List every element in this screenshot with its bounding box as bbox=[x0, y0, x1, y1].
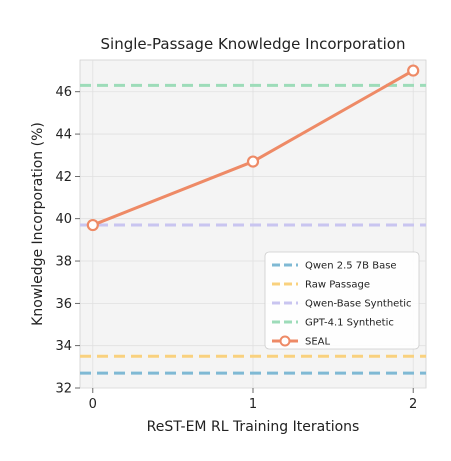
y-tick-label: 38 bbox=[55, 255, 72, 270]
data-point bbox=[407, 64, 420, 77]
y-tick-label: 40 bbox=[55, 212, 72, 227]
y-tick-label: 36 bbox=[55, 297, 72, 312]
chart-title: Single-Passage Knowledge Incorporation bbox=[101, 35, 406, 53]
y-tick-label: 46 bbox=[55, 85, 72, 100]
x-tick-label: 1 bbox=[249, 397, 257, 412]
data-point bbox=[246, 155, 260, 168]
x-tick-label: 0 bbox=[89, 397, 97, 412]
legend-label: Raw Passage bbox=[305, 280, 370, 291]
legend-label: GPT-4.1 Synthetic bbox=[305, 318, 394, 329]
legend-label: SEAL bbox=[305, 337, 331, 348]
legend: Qwen 2.5 7B Base Raw Passage Qwen-Base Syn… bbox=[264, 251, 420, 350]
x-tick-label: 2 bbox=[409, 397, 417, 412]
y-tick-label: 34 bbox=[55, 339, 72, 354]
baselines bbox=[80, 83, 426, 375]
x-axis-label: ReST-EM RL Training Iterations bbox=[147, 419, 360, 435]
legend-label: Qwen 2.5 7B Base bbox=[305, 261, 397, 272]
x-ticks: 0 1 2 bbox=[89, 388, 417, 412]
y-axis-label: Knowledge Incorporation (%) bbox=[30, 122, 46, 326]
y-tick-label: 42 bbox=[55, 170, 72, 185]
legend-label: Qwen-Base Synthetic bbox=[305, 299, 412, 310]
legend-box bbox=[264, 251, 420, 350]
data-point bbox=[86, 218, 99, 232]
y-ticks: 32 34 36 38 40 42 44 46 bbox=[55, 85, 80, 397]
series bbox=[86, 64, 420, 232]
y-tick-label: 44 bbox=[55, 128, 72, 143]
y-tick-label: 32 bbox=[55, 382, 72, 397]
legend-marker bbox=[279, 335, 291, 347]
